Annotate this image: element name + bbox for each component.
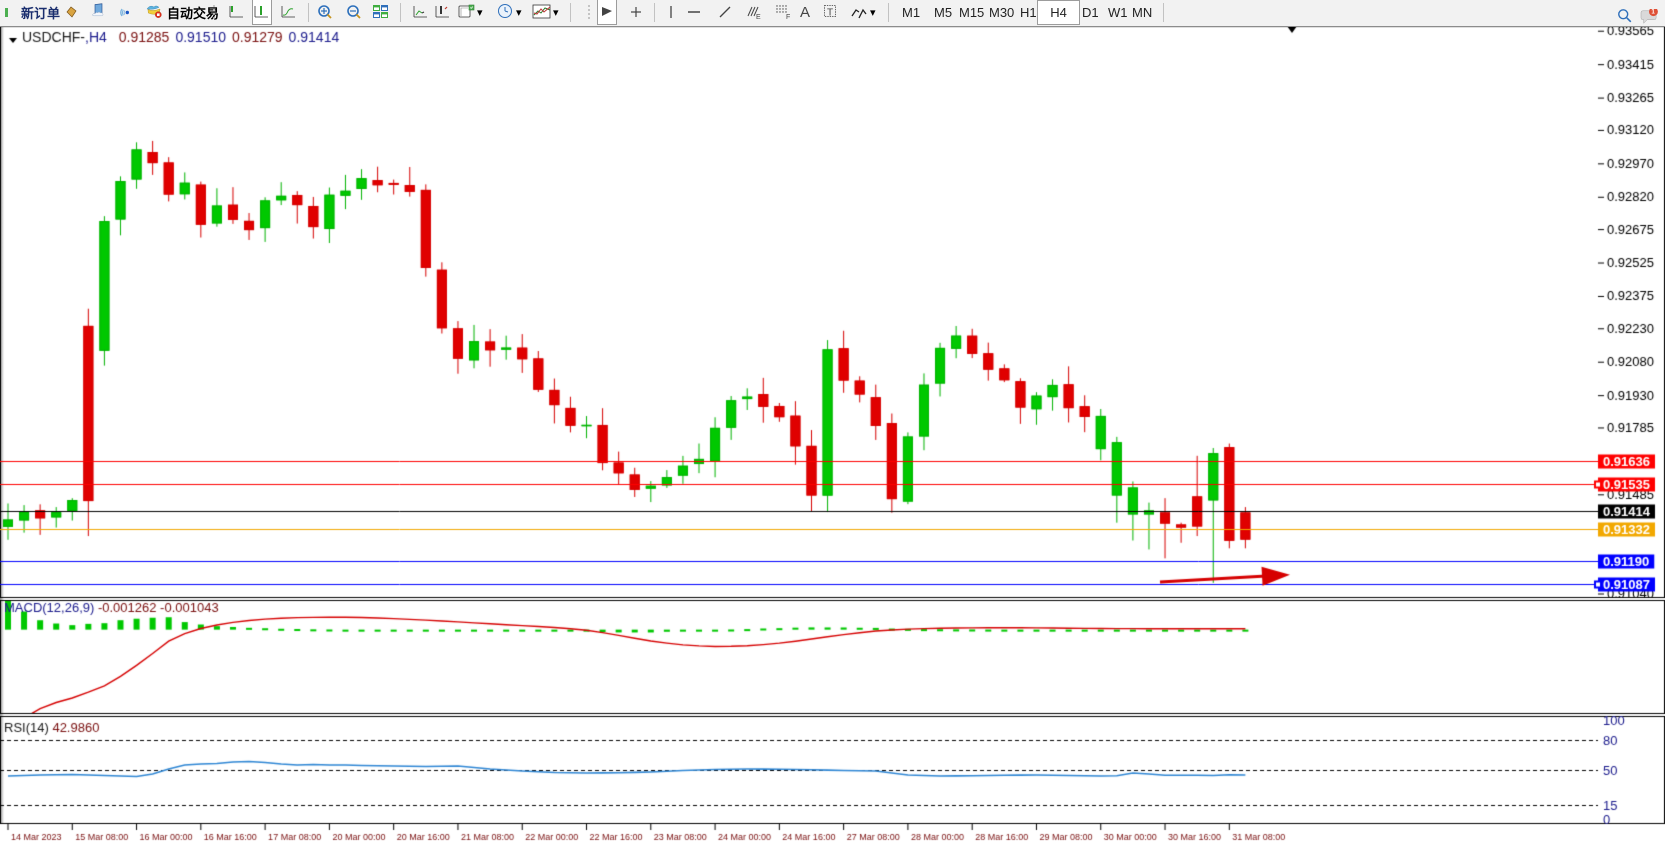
svg-text:1: 1: [1651, 9, 1655, 16]
svg-text:T: T: [827, 8, 833, 19]
svg-text:F: F: [786, 14, 790, 21]
svg-text:E: E: [756, 14, 761, 21]
